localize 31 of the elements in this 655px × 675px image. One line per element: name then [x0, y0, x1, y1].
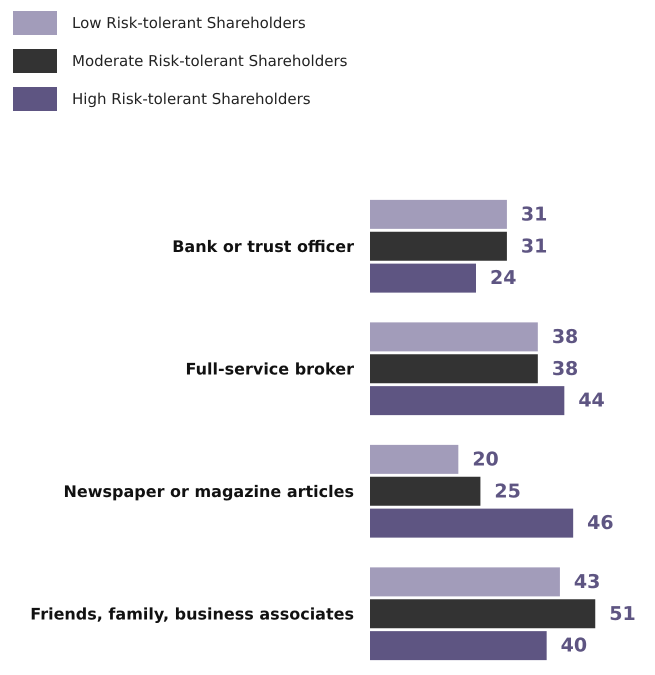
- legend-label: High Risk-tolerant Shareholders: [72, 90, 311, 108]
- data-label: 38: [552, 358, 578, 380]
- y-tick-label: Full-service broker: [185, 359, 354, 378]
- data-label: 46: [587, 512, 614, 534]
- bar: [370, 631, 547, 660]
- y-tick-label: Friends, family, business associates: [30, 604, 354, 624]
- data-label: 24: [490, 267, 516, 290]
- data-label: 44: [578, 390, 605, 412]
- data-label: 51: [609, 602, 636, 625]
- data-label: 43: [574, 570, 600, 593]
- bar: [370, 508, 574, 538]
- bar: [370, 200, 507, 229]
- legend-label: Moderate Risk-tolerant Shareholders: [72, 52, 348, 70]
- data-label: 20: [472, 448, 499, 470]
- bar: [370, 599, 596, 628]
- data-label: 31: [520, 235, 548, 258]
- y-tick-label: Bank or trust officer: [172, 236, 354, 256]
- bar: [370, 232, 507, 261]
- bar: [370, 354, 538, 384]
- data-label: 25: [494, 480, 521, 502]
- bar: [370, 386, 564, 416]
- bar: [370, 444, 458, 474]
- data-label: 31: [520, 203, 548, 226]
- legend-label: Low Risk-tolerant Shareholders: [72, 14, 306, 32]
- data-label: 38: [552, 326, 578, 348]
- data-label: 40: [560, 634, 588, 657]
- bar: [370, 264, 476, 293]
- y-tick-label: Newspaper or magazine articles: [63, 482, 354, 501]
- bar: [370, 476, 480, 506]
- bar: [370, 567, 560, 596]
- bar: [370, 322, 538, 352]
